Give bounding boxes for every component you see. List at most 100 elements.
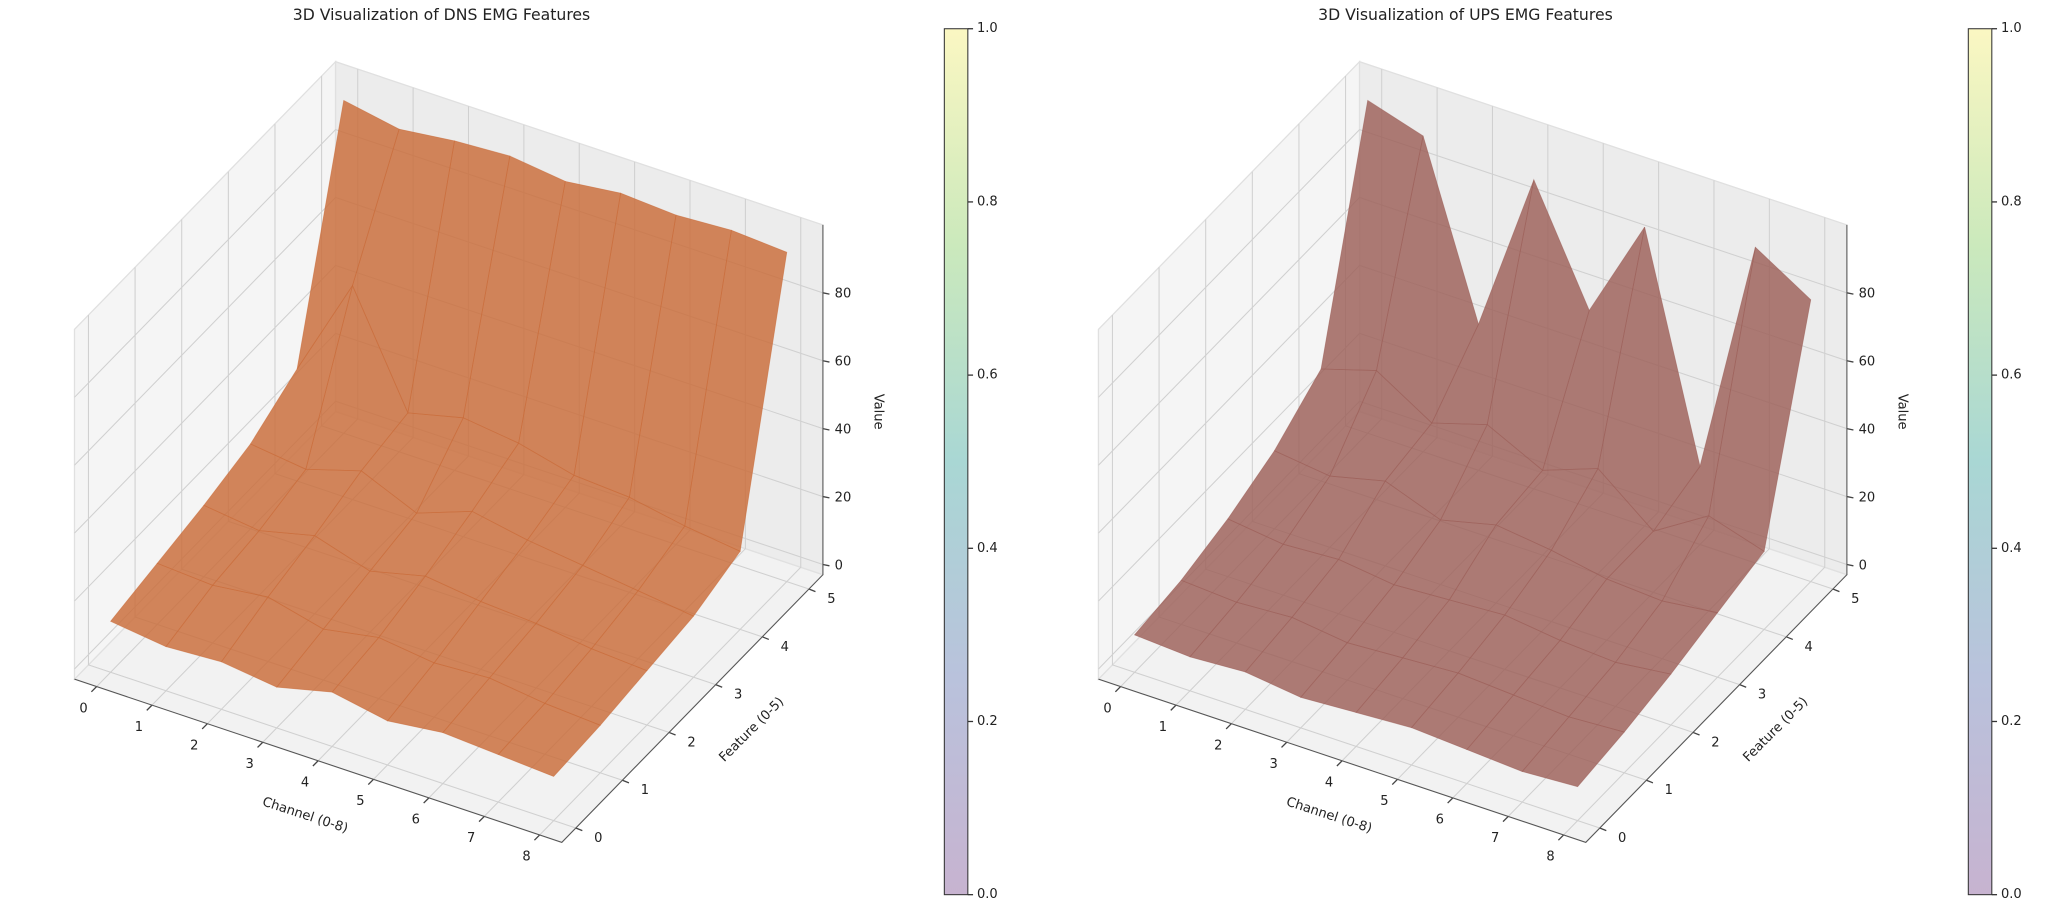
x-tick-label: 4	[1325, 775, 1333, 790]
x-tick-label: 1	[135, 720, 143, 735]
tick-mark	[146, 704, 153, 711]
colorbar-tick-label: 0.8	[977, 194, 998, 209]
tick-mark	[1739, 684, 1747, 688]
y-tick-label: 5	[1851, 592, 1859, 607]
grid-line	[87, 315, 576, 829]
tick-mark	[201, 723, 208, 730]
tick-mark	[822, 292, 830, 295]
z-tick-label: 0	[835, 558, 843, 573]
x-tick-label: 5	[356, 794, 364, 809]
colorbar-tick-label: 1.0	[2001, 21, 2022, 36]
y-tick-label: 1	[1665, 783, 1673, 798]
z-tick-label: 40	[1859, 422, 1876, 437]
tick-mark	[1281, 741, 1288, 748]
x-tick-label: 0	[1103, 701, 1111, 716]
tick-mark	[478, 815, 485, 823]
tick-mark	[1502, 815, 1509, 823]
x-tick-label: 6	[412, 813, 420, 828]
x-tick-label: 3	[246, 757, 254, 772]
tick-mark	[1832, 588, 1840, 593]
colorbar-tick-label: 0.2	[2001, 714, 2022, 729]
colorbar	[943, 28, 969, 896]
x-tick-label: 7	[1491, 831, 1499, 846]
grid-line	[1111, 315, 1600, 829]
colorbar-tick-label: 0.0	[2001, 887, 2022, 902]
y-tick-label: 4	[781, 640, 789, 655]
surface-patch	[1521, 716, 1625, 788]
colorbar-tick-label: 0.6	[2001, 368, 2022, 383]
x-axis-label: Channel (0-8)	[1284, 795, 1373, 837]
tick-mark	[1336, 760, 1343, 767]
tick-mark	[822, 563, 830, 567]
tick-mark	[762, 636, 770, 641]
tick-mark	[1646, 779, 1654, 784]
y-tick-label: 3	[1758, 688, 1766, 703]
tick-mark	[1557, 834, 1565, 841]
axis-line	[1098, 224, 1848, 843]
colorbar-tick-label: 0.4	[977, 541, 998, 556]
tick-mark	[1599, 827, 1607, 832]
tick-mark	[1846, 495, 1854, 499]
x-tick-label: 8	[522, 850, 530, 865]
tick-mark	[1225, 723, 1232, 730]
z-tick-label: 80	[835, 287, 852, 302]
y-tick-label: 3	[734, 688, 742, 703]
chart-title: 3D Visualization of DNS EMG Features	[293, 5, 590, 24]
colorbar	[1967, 28, 1993, 896]
tick-mark	[1447, 797, 1454, 804]
y-tick-label: 2	[687, 735, 695, 750]
colorbar-tick-label: 0.8	[2001, 194, 2022, 209]
axis-line	[74, 224, 824, 843]
tick-mark	[257, 741, 264, 748]
x-tick-label: 5	[1380, 794, 1388, 809]
grid-line	[539, 217, 802, 836]
z-tick-label: 60	[835, 355, 852, 370]
tick-mark	[575, 827, 583, 832]
tick-mark	[1786, 636, 1794, 641]
tick-mark	[622, 779, 630, 784]
colorbar-tick-label: 0.2	[977, 714, 998, 729]
tick-mark	[808, 588, 816, 593]
y-tick-label: 2	[1711, 735, 1719, 750]
tick-mark	[668, 731, 676, 736]
tick-mark	[1846, 563, 1854, 567]
tick-mark	[1846, 428, 1854, 431]
x-axis-label: Channel (0-8)	[260, 795, 349, 837]
tick-mark	[1391, 778, 1398, 786]
colorbar-tick-label: 0.0	[977, 887, 998, 902]
colorbar-tick-label: 1.0	[977, 21, 998, 36]
tick-mark	[312, 760, 319, 767]
x-tick-label: 0	[79, 701, 87, 716]
tick-mark	[822, 495, 830, 499]
z-axis-label: Value	[870, 394, 885, 430]
z-tick-label: 20	[835, 490, 852, 505]
tick-mark	[367, 778, 374, 786]
tick-mark	[533, 834, 541, 841]
y-tick-label: 4	[1805, 640, 1813, 655]
tick-mark	[1846, 360, 1854, 363]
y-tick-label: 5	[827, 592, 835, 607]
tick-mark	[822, 428, 830, 431]
y-tick-label: 1	[641, 783, 649, 798]
x-tick-label: 7	[467, 831, 475, 846]
y-tick-label: 0	[1618, 831, 1626, 846]
surface-patch	[497, 702, 601, 777]
grid-line	[1098, 129, 1848, 398]
x-tick-label: 2	[1214, 738, 1222, 753]
x-tick-label: 1	[1159, 720, 1167, 735]
tick-mark	[423, 797, 430, 804]
colorbar-tick-label: 0.4	[2001, 541, 2022, 556]
tick-mark	[1170, 704, 1177, 711]
colorbar-tick-label: 0.6	[977, 368, 998, 383]
x-tick-label: 3	[1270, 757, 1278, 772]
z-tick-label: 0	[1859, 558, 1867, 573]
z-tick-label: 60	[1859, 355, 1876, 370]
z-tick-label: 40	[835, 422, 852, 437]
z-axis-label: Value	[1894, 394, 1909, 430]
x-tick-label: 6	[1436, 813, 1444, 828]
z-tick-label: 20	[1859, 490, 1876, 505]
z-tick-label: 80	[1859, 287, 1876, 302]
